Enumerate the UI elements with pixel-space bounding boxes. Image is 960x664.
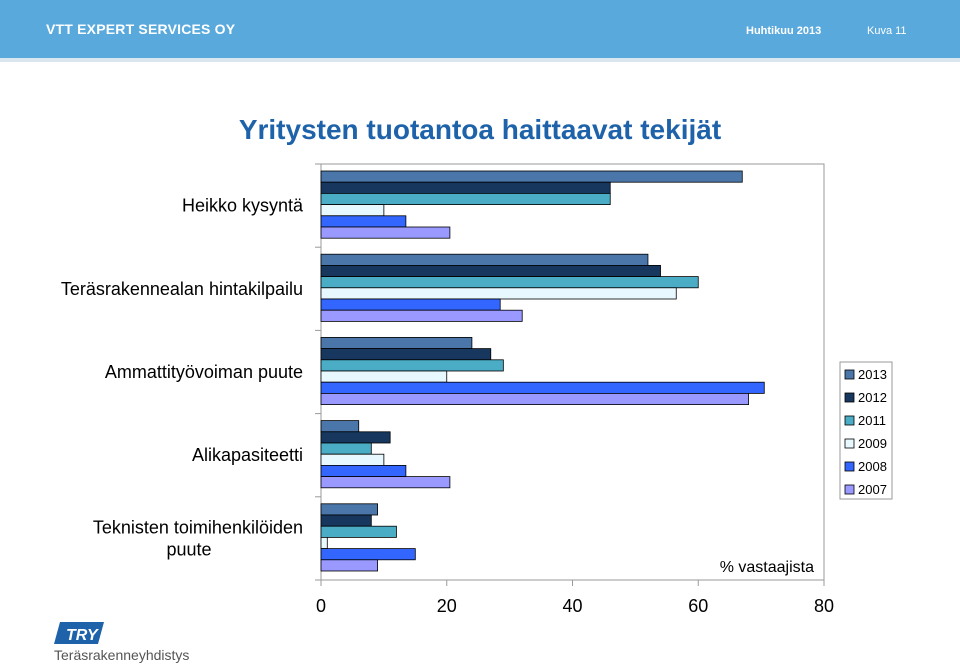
bar-2009: [320, 204, 385, 217]
bar-2008: [320, 548, 416, 561]
legend-swatch: [844, 392, 855, 403]
category-label: Alikapasiteetti: [192, 445, 303, 465]
bar-2008: [320, 215, 407, 228]
bar-2009: [320, 537, 328, 550]
bar-2008: [320, 298, 501, 311]
legend-label: 2007: [858, 482, 887, 497]
company-name: VTT EXPERT SERVICES OY: [46, 21, 236, 37]
bar-2012: [320, 264, 661, 277]
bar-2012: [320, 181, 611, 194]
bar-2009: [320, 370, 448, 383]
bar-2011: [320, 442, 372, 455]
chart-title: Yritysten tuotantoa haittaavat tekijät: [238, 114, 722, 145]
legend-label: 2013: [858, 367, 887, 382]
bar-2007: [320, 309, 523, 322]
logo-mark: TRY: [66, 627, 99, 644]
x-tick-label: 80: [814, 596, 834, 616]
header-shadow: [0, 58, 960, 62]
legend-swatch: [844, 438, 855, 449]
bar-2012: [320, 431, 391, 444]
try-logo-icon: TRY: [54, 622, 104, 644]
bar-2007: [320, 559, 378, 572]
category-label: Ammattityövoiman puute: [105, 362, 303, 382]
bar-2008: [320, 381, 765, 394]
legend-swatch: [844, 484, 855, 495]
bar-2007: [320, 226, 451, 239]
legend-swatch: [844, 461, 855, 472]
category-label: Teknisten toimihenkilöiden puute: [93, 517, 303, 559]
bar-2007: [320, 476, 451, 489]
bar-2013: [320, 336, 473, 349]
x-tick-label: 20: [437, 596, 457, 616]
header-bar: [0, 0, 960, 58]
bar-2009: [320, 453, 385, 466]
x-axis-title: % vastaajista: [720, 559, 814, 576]
legend-label: 2009: [858, 436, 887, 451]
bar-2007: [320, 392, 749, 405]
bar-2013: [320, 170, 743, 183]
bar-2013: [320, 420, 360, 433]
legend-label: 2011: [858, 413, 886, 428]
category-label: Teräsrakennealan hintakilpailu: [61, 279, 303, 299]
x-tick-label: 0: [316, 596, 326, 616]
bar-2011: [320, 192, 611, 205]
bar-2013: [320, 253, 649, 266]
bar-2012: [320, 348, 492, 361]
bar-2009: [320, 287, 677, 300]
bar-2013: [320, 503, 378, 516]
x-tick-label: 40: [562, 596, 582, 616]
legend-box: [839, 361, 893, 500]
bar-2012: [320, 514, 372, 527]
header-date: Huhtikuu 2013: [746, 25, 822, 37]
logo-text: Teräsrakenneyhdistys: [54, 647, 190, 663]
x-tick-label: 60: [688, 596, 708, 616]
category-label: Heikko kysyntä: [182, 196, 304, 216]
legend-label: 2008: [858, 459, 887, 474]
bar-2011: [320, 276, 699, 289]
bar-2008: [320, 464, 407, 477]
legend-swatch: [844, 415, 855, 426]
bar-2011: [320, 525, 397, 538]
legend-label: 2012: [858, 390, 887, 405]
slide-number: Kuva 11: [867, 25, 907, 37]
legend-swatch: [844, 369, 855, 380]
bar-2011: [320, 359, 504, 372]
